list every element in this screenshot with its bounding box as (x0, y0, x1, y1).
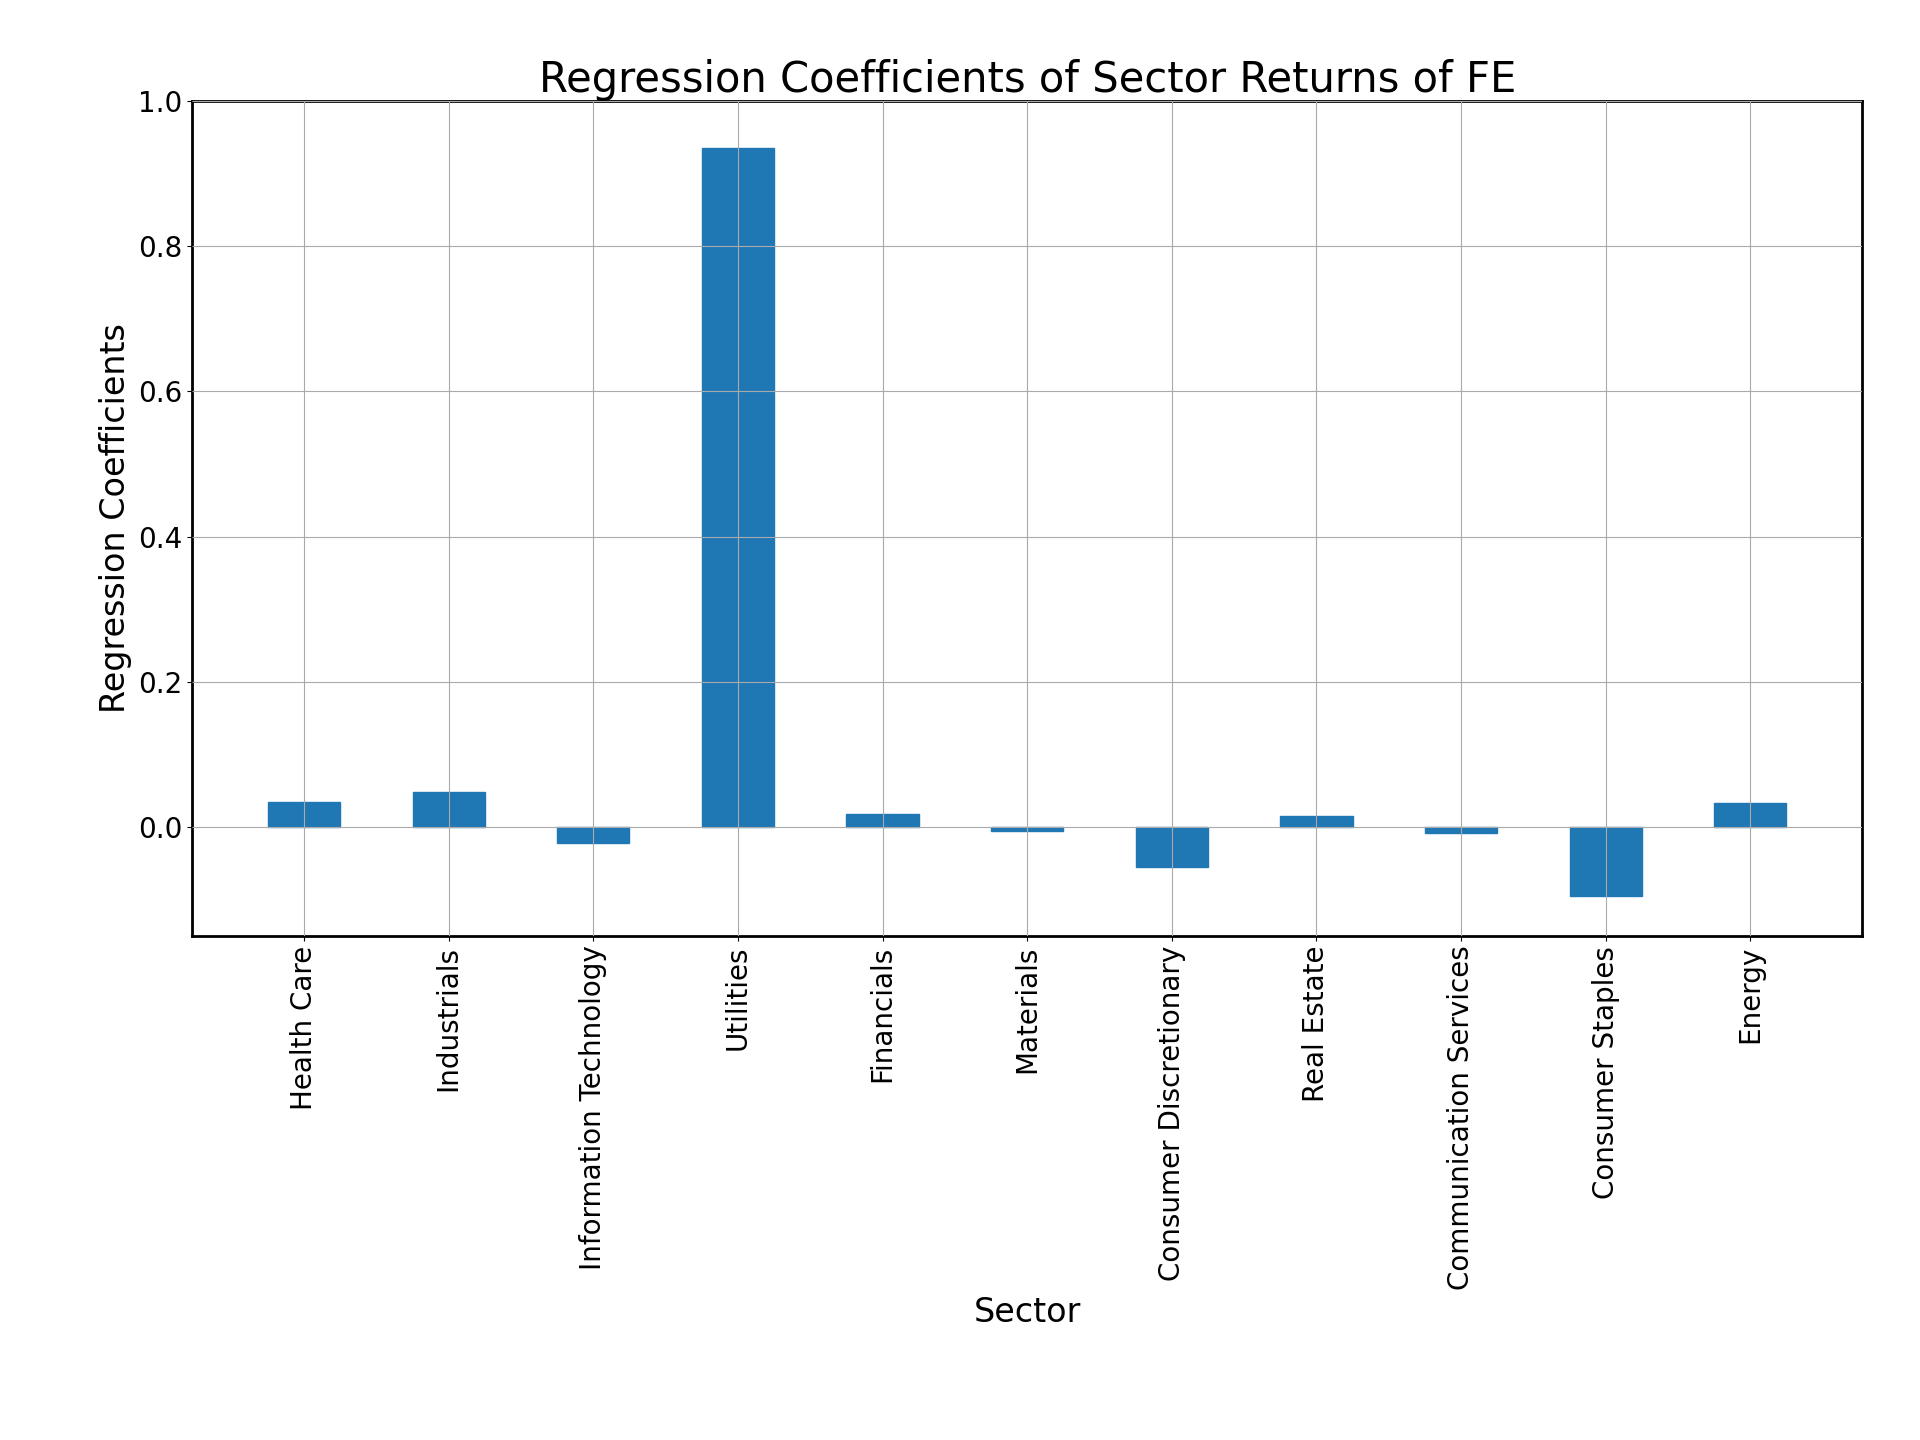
Title: Regression Coefficients of Sector Returns of FE: Regression Coefficients of Sector Return… (538, 59, 1517, 101)
Bar (991, 827, 1064, 831)
Bar (1569, 827, 1642, 896)
Bar (1281, 816, 1352, 827)
Bar (1425, 827, 1498, 832)
X-axis label: Sector: Sector (973, 1296, 1081, 1329)
Bar (847, 814, 920, 827)
Bar (413, 792, 486, 827)
Bar (269, 802, 340, 827)
Bar (703, 148, 774, 827)
Bar (1135, 827, 1208, 867)
Bar (1715, 804, 1786, 827)
Bar (557, 827, 630, 842)
Y-axis label: Regression Coefficients: Regression Coefficients (100, 324, 132, 713)
